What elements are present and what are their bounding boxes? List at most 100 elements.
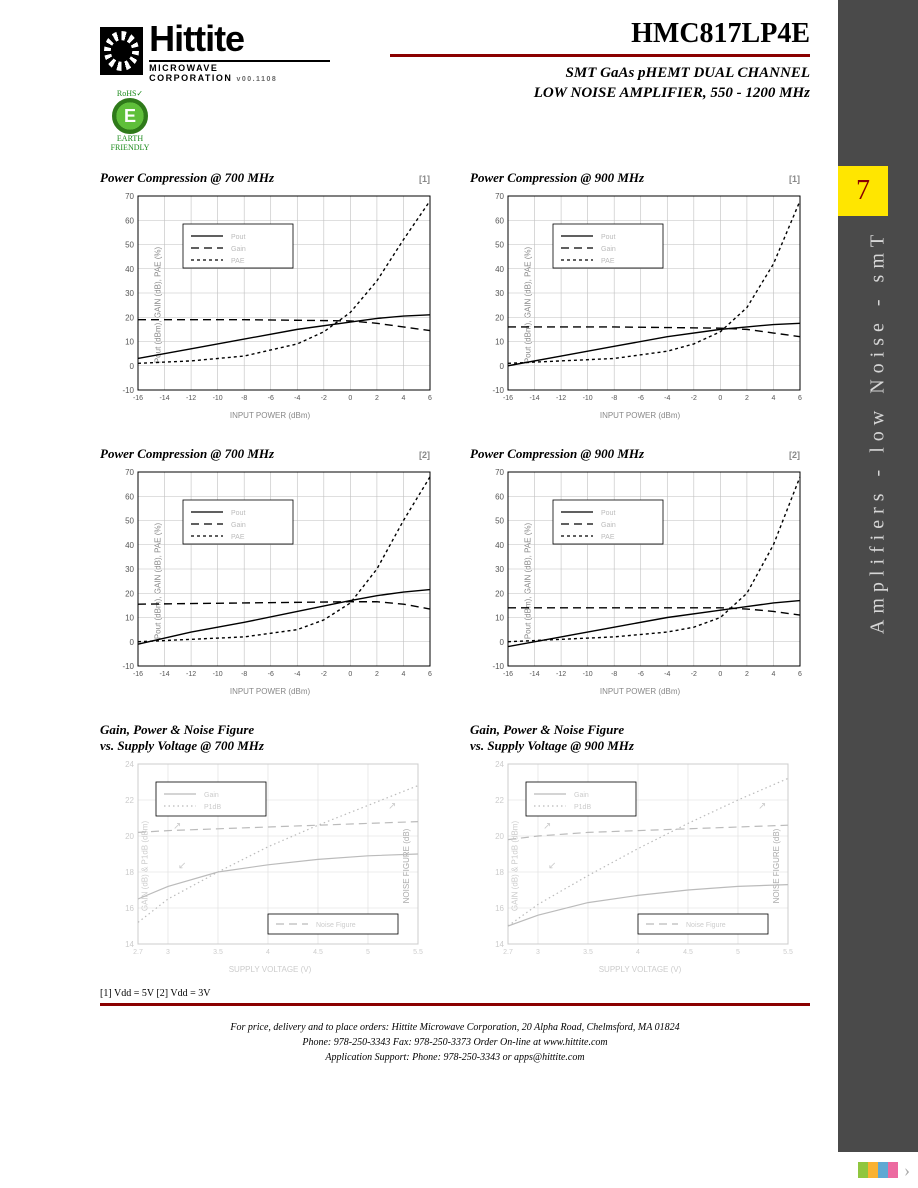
svg-text:-10: -10 bbox=[213, 395, 223, 402]
svg-text:0: 0 bbox=[348, 395, 352, 402]
svg-text:16: 16 bbox=[125, 904, 134, 913]
svg-text:4.5: 4.5 bbox=[313, 949, 323, 956]
svg-text:50: 50 bbox=[125, 241, 134, 250]
svg-text:Gain: Gain bbox=[231, 246, 246, 253]
chart-title: Power Compression @ 700 MHz bbox=[100, 170, 274, 186]
svg-text:Gain: Gain bbox=[601, 522, 616, 529]
svg-text:Noise Figure: Noise Figure bbox=[316, 922, 356, 929]
doc-version: v00.1108 bbox=[236, 76, 277, 83]
svg-text:-10: -10 bbox=[122, 386, 134, 395]
header: Hittite MICROWAVE CORPORATIONv00.1108 Ro… bbox=[100, 18, 810, 152]
svg-text:3: 3 bbox=[536, 949, 540, 956]
svg-text:-12: -12 bbox=[186, 671, 196, 678]
svg-text:-10: -10 bbox=[213, 671, 223, 678]
svg-text:↙: ↙ bbox=[548, 860, 556, 871]
chart-note: [2] bbox=[419, 450, 430, 460]
svg-text:70: 70 bbox=[125, 468, 134, 477]
svg-text:↗: ↗ bbox=[388, 801, 396, 812]
chart: Power Compression @ 900 MHz[1] Pout (dBm… bbox=[470, 170, 810, 420]
svg-text:22: 22 bbox=[495, 796, 504, 805]
svg-text:40: 40 bbox=[125, 265, 134, 274]
svg-text:0: 0 bbox=[130, 362, 135, 371]
svg-text:6: 6 bbox=[428, 395, 432, 402]
x-axis-label: INPUT POWER (dBm) bbox=[470, 687, 810, 696]
corner-logo-icon bbox=[858, 1162, 898, 1178]
svg-text:10: 10 bbox=[125, 338, 134, 347]
company-tagline: MICROWAVE CORPORATION bbox=[149, 63, 232, 83]
svg-text:5: 5 bbox=[366, 949, 370, 956]
svg-text:-16: -16 bbox=[503, 671, 513, 678]
chart-title: Power Compression @ 900 MHz bbox=[470, 446, 644, 462]
svg-text:30: 30 bbox=[125, 565, 134, 574]
svg-text:10: 10 bbox=[495, 338, 504, 347]
svg-text:-10: -10 bbox=[583, 395, 593, 402]
svg-text:0: 0 bbox=[718, 395, 722, 402]
svg-text:3.5: 3.5 bbox=[583, 949, 593, 956]
chart-title-line-2: vs. Supply Voltage @ 700 MHz bbox=[100, 738, 430, 754]
svg-text:18: 18 bbox=[495, 868, 504, 877]
svg-text:10: 10 bbox=[125, 614, 134, 623]
svg-text:↗: ↗ bbox=[758, 801, 766, 812]
svg-text:-14: -14 bbox=[529, 671, 539, 678]
side-category-text: Amplifiers - low Noise - smT bbox=[867, 229, 890, 634]
side-strip: 7 Amplifiers - low Noise - smT › bbox=[838, 0, 918, 1188]
svg-text:20: 20 bbox=[125, 313, 134, 322]
svg-text:-12: -12 bbox=[556, 671, 566, 678]
svg-text:2.7: 2.7 bbox=[133, 949, 143, 956]
chart-title-line-1: Gain, Power & Noise Figure bbox=[100, 722, 430, 738]
svg-text:-2: -2 bbox=[321, 395, 327, 402]
svg-text:4: 4 bbox=[402, 671, 406, 678]
svg-text:24: 24 bbox=[495, 760, 504, 769]
svg-text:20: 20 bbox=[495, 832, 504, 841]
charts-grid: Power Compression @ 700 MHz [1] Pout (dBm… bbox=[100, 170, 810, 974]
svg-text:2: 2 bbox=[375, 395, 379, 402]
svg-text:60: 60 bbox=[495, 216, 504, 225]
svg-text:Pout: Pout bbox=[601, 234, 615, 241]
svg-text:PAE: PAE bbox=[231, 534, 245, 541]
svg-text:0: 0 bbox=[500, 362, 505, 371]
svg-text:60: 60 bbox=[125, 216, 134, 225]
x-axis-label: INPUT POWER (dBm) bbox=[470, 411, 810, 420]
svg-text:20: 20 bbox=[495, 589, 504, 598]
chart: Gain, Power & Noise Figure vs. Supply Vo… bbox=[470, 722, 810, 974]
svg-text:P1dB: P1dB bbox=[204, 804, 221, 811]
svg-text:Gain: Gain bbox=[601, 246, 616, 253]
svg-text:PAE: PAE bbox=[601, 534, 615, 541]
chart-plot: Pout (dBm), GAIN (dB), PAE (%) -10010203… bbox=[470, 466, 810, 696]
svg-text:6: 6 bbox=[798, 395, 802, 402]
x-axis-label: SUPPLY VOLTAGE (V) bbox=[470, 965, 810, 974]
svg-text:-10: -10 bbox=[583, 671, 593, 678]
footnote: [1] Vdd = 5V [2] Vdd = 3V bbox=[100, 988, 810, 1006]
svg-text:4: 4 bbox=[266, 949, 270, 956]
svg-text:40: 40 bbox=[495, 265, 504, 274]
svg-text:18: 18 bbox=[125, 868, 134, 877]
svg-text:PAE: PAE bbox=[601, 258, 615, 265]
svg-text:-8: -8 bbox=[241, 395, 247, 402]
svg-text:-14: -14 bbox=[159, 671, 169, 678]
subtitle-line-1: SMT GaAs pHEMT DUAL CHANNEL bbox=[390, 63, 810, 83]
svg-text:2: 2 bbox=[745, 395, 749, 402]
svg-text:Noise Figure: Noise Figure bbox=[686, 922, 726, 929]
footer: For price, delivery and to place orders:… bbox=[100, 1020, 810, 1065]
svg-text:-10: -10 bbox=[122, 662, 134, 671]
svg-text:-2: -2 bbox=[321, 671, 327, 678]
svg-text:60: 60 bbox=[125, 492, 134, 501]
svg-text:-16: -16 bbox=[133, 671, 143, 678]
svg-text:-4: -4 bbox=[294, 671, 300, 678]
chart-note: [1] bbox=[419, 174, 430, 184]
svg-text:Pout: Pout bbox=[601, 510, 615, 517]
svg-text:4: 4 bbox=[402, 395, 406, 402]
svg-text:-6: -6 bbox=[268, 395, 274, 402]
svg-text:4: 4 bbox=[636, 949, 640, 956]
svg-text:-2: -2 bbox=[691, 395, 697, 402]
svg-text:-10: -10 bbox=[492, 662, 504, 671]
chart-plot: Pout (dBm), GAIN (dB), PAE (%) -10010203… bbox=[470, 190, 810, 420]
svg-text:22: 22 bbox=[125, 796, 134, 805]
svg-text:20: 20 bbox=[495, 313, 504, 322]
svg-text:3: 3 bbox=[166, 949, 170, 956]
svg-text:5: 5 bbox=[736, 949, 740, 956]
svg-text:30: 30 bbox=[125, 289, 134, 298]
svg-text:-6: -6 bbox=[268, 671, 274, 678]
chart-title: Power Compression @ 900 MHz bbox=[470, 170, 644, 186]
svg-text:-8: -8 bbox=[611, 671, 617, 678]
